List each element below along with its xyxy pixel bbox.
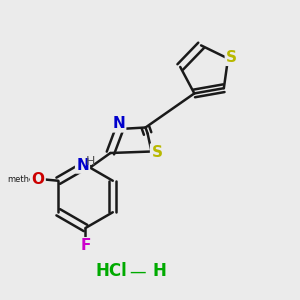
Text: H: H (152, 262, 166, 280)
Text: H: H (85, 154, 95, 168)
Text: methoxy: methoxy (7, 175, 44, 184)
Text: O: O (31, 172, 44, 187)
Text: F: F (80, 238, 91, 253)
Text: N: N (76, 158, 89, 172)
Text: N: N (112, 116, 125, 131)
Text: S: S (152, 145, 162, 160)
Text: HCl: HCl (95, 262, 127, 280)
Text: —: — (130, 262, 146, 280)
Text: S: S (226, 50, 237, 64)
